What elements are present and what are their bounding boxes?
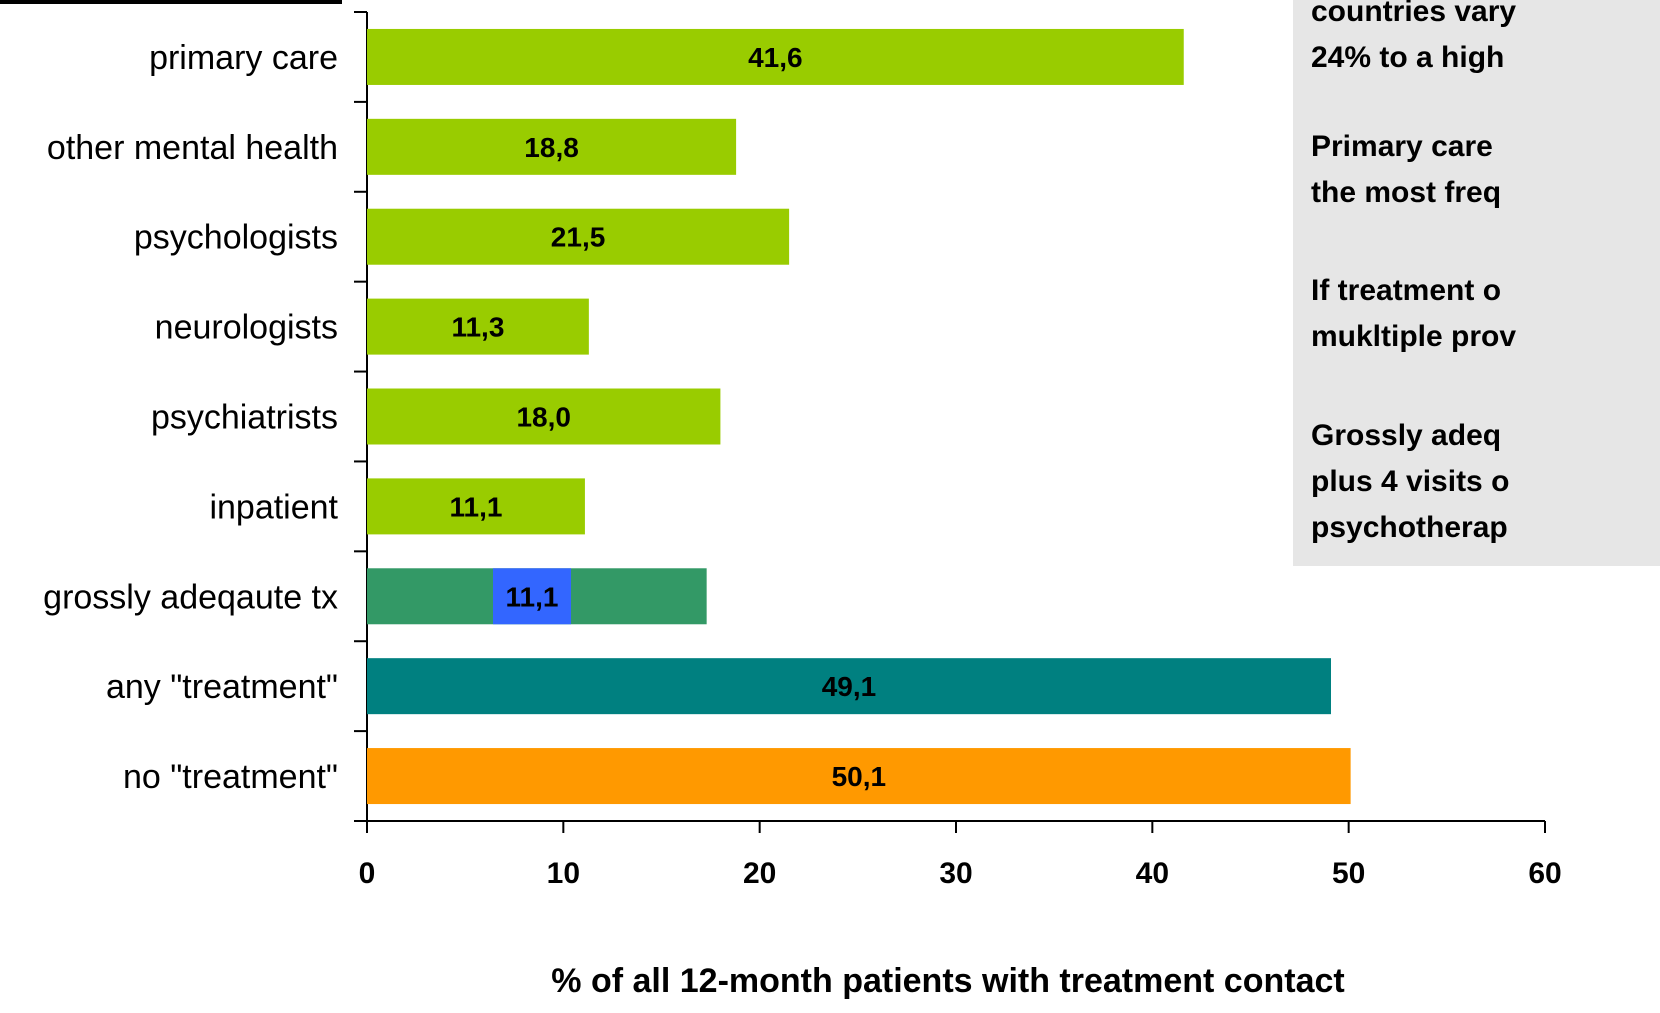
category-label: no "treatment" xyxy=(123,758,338,796)
value-label: 11,3 xyxy=(451,312,504,343)
value-label: 21,5 xyxy=(551,222,606,253)
x-tick-label: 60 xyxy=(1528,857,1561,890)
category-label: other mental health xyxy=(47,129,338,167)
x-tick-label: 10 xyxy=(547,857,580,890)
notes-text-line: countries vary xyxy=(1311,0,1517,28)
x-tick-label: 20 xyxy=(743,857,776,890)
bar xyxy=(367,28,1184,85)
category-label: inpatient xyxy=(209,488,338,526)
category-label: any "treatment" xyxy=(106,668,338,706)
category-labels: primary care other mental health psycholog… xyxy=(43,39,338,796)
bar xyxy=(367,388,721,445)
value-label: 18,0 xyxy=(516,402,571,433)
chart-bars xyxy=(367,28,1351,805)
value-label: 49,1 xyxy=(822,671,877,702)
category-label: psychiatrists xyxy=(151,399,338,437)
x-tick-label: 50 xyxy=(1332,857,1365,890)
bar xyxy=(367,658,1331,715)
category-label: grossly adeqaute tx xyxy=(43,578,338,616)
value-label: 50,1 xyxy=(832,761,887,792)
bar xyxy=(367,208,790,265)
x-tick-label: 0 xyxy=(359,857,376,890)
notes-text-line: psychotherap xyxy=(1311,511,1508,544)
bar xyxy=(367,298,589,355)
value-label: 18,8 xyxy=(524,132,579,163)
value-labels: 41,6 18,8 21,5 11,3 18,0 11,1 11,1 49,1 50,1 xyxy=(449,42,886,792)
category-label: psychologists xyxy=(134,219,338,257)
notes-text-line: mukltiple prov xyxy=(1311,320,1517,353)
bar xyxy=(367,118,737,175)
notes-text-line: Primary care xyxy=(1311,130,1493,163)
category-label: primary care xyxy=(149,39,338,77)
value-label-highlight xyxy=(493,568,571,625)
value-label: 11,1 xyxy=(449,491,502,522)
notes-text-line: Grossly adeq xyxy=(1311,419,1502,452)
value-label: 11,1 xyxy=(506,581,559,612)
x-tick-labels: 0 10 20 30 40 50 60 xyxy=(359,821,1562,890)
value-label: 41,6 xyxy=(748,42,803,73)
x-tick-label: 40 xyxy=(1136,857,1169,890)
category-label: neurologists xyxy=(155,309,338,347)
notes-panel: countries vary 24% to a high Primary care t… xyxy=(1293,0,1660,566)
notes-text-line: the most freq xyxy=(1311,176,1502,209)
x-axis-title: % of all 12-month patients with treatmen… xyxy=(551,962,1344,1000)
bar xyxy=(367,748,1351,805)
header-rule xyxy=(0,0,342,4)
notes-text-line: plus 4 visits o xyxy=(1311,465,1510,498)
x-tick-label: 30 xyxy=(939,857,972,890)
notes-text-line: If treatment o xyxy=(1311,274,1502,307)
bar xyxy=(367,478,585,535)
notes-text-line: 24% to a high xyxy=(1311,41,1505,74)
